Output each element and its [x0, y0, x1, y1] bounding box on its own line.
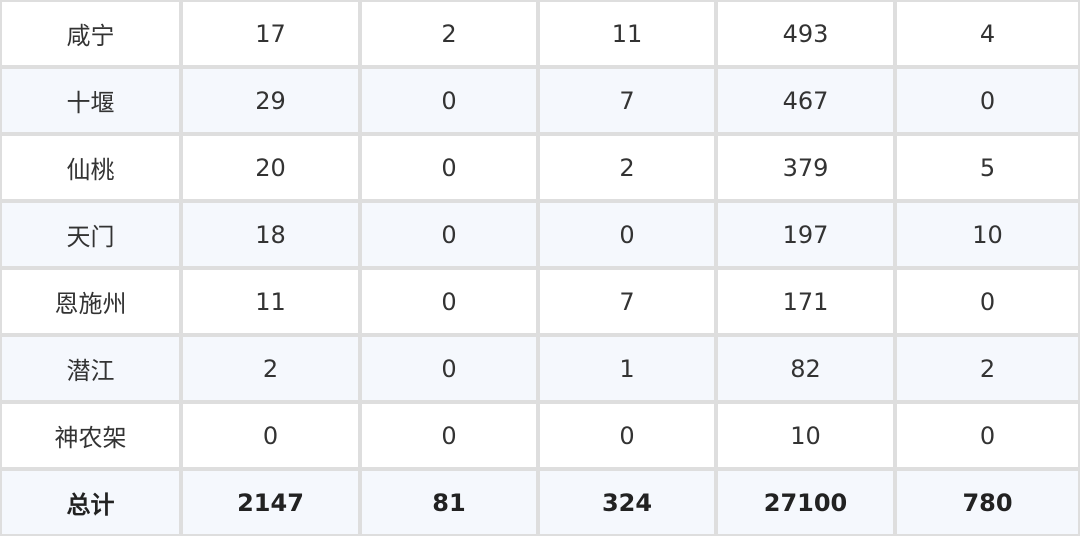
table-cell: 197: [716, 201, 895, 268]
table-cell: 5: [895, 134, 1080, 201]
table-cell: 82: [716, 335, 895, 402]
table-cell: 27100: [716, 469, 895, 536]
table-cell: 379: [716, 134, 895, 201]
table-cell: 0: [360, 67, 538, 134]
table-cell: 2: [360, 0, 538, 67]
table-cell: 0: [360, 201, 538, 268]
table-cell: 20: [181, 134, 360, 201]
table-cell: 7: [538, 268, 716, 335]
row-header-cell: 总计: [0, 469, 181, 536]
table-cell: 11: [538, 0, 716, 67]
table-cell: 18: [181, 201, 360, 268]
table-cell: 2: [538, 134, 716, 201]
table-cell: 493: [716, 0, 895, 67]
table-cell: 0: [360, 134, 538, 201]
table-cell: 11: [181, 268, 360, 335]
table-cell: 780: [895, 469, 1080, 536]
row-header-cell: 仙桃: [0, 134, 181, 201]
table-cell: 29: [181, 67, 360, 134]
table-cell: 0: [895, 67, 1080, 134]
table-cell: 1: [538, 335, 716, 402]
table-cell: 0: [895, 402, 1080, 469]
table-cell: 0: [360, 402, 538, 469]
table-cell: 17: [181, 0, 360, 67]
table-cell: 2: [181, 335, 360, 402]
row-header-cell: 咸宁: [0, 0, 181, 67]
table-cell: 2147: [181, 469, 360, 536]
row-header-cell: 潜江: [0, 335, 181, 402]
table-cell: 10: [895, 201, 1080, 268]
table-cell: 4: [895, 0, 1080, 67]
table-cell: 0: [895, 268, 1080, 335]
table-cell: 7: [538, 67, 716, 134]
table-cell: 0: [538, 201, 716, 268]
table-cell: 10: [716, 402, 895, 469]
row-header-cell: 恩施州: [0, 268, 181, 335]
table-cell: 0: [360, 268, 538, 335]
row-header-cell: 神农架: [0, 402, 181, 469]
table-cell: 171: [716, 268, 895, 335]
table-cell: 0: [538, 402, 716, 469]
table-cell: 324: [538, 469, 716, 536]
table-cell: 467: [716, 67, 895, 134]
row-header-cell: 天门: [0, 201, 181, 268]
table-cell: 0: [360, 335, 538, 402]
table-cell: 2: [895, 335, 1080, 402]
table-cell: 81: [360, 469, 538, 536]
table-cell: 0: [181, 402, 360, 469]
row-header-cell: 十堰: [0, 67, 181, 134]
